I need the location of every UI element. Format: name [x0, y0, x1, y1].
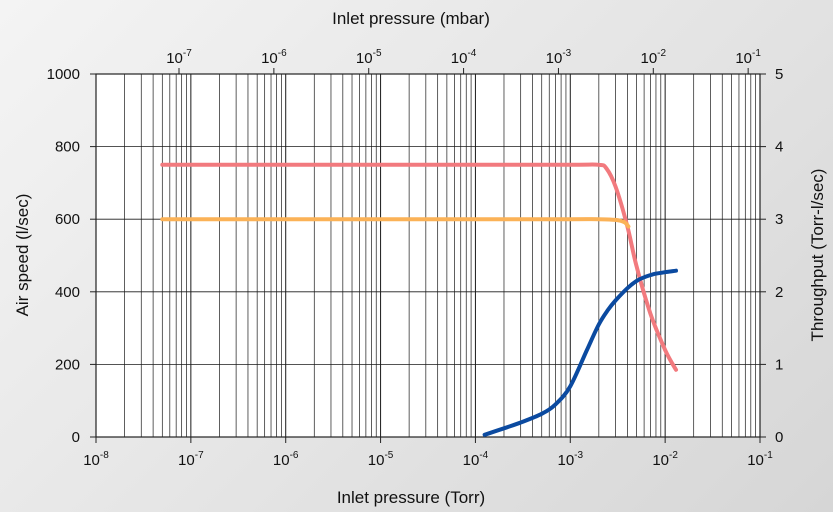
top-axis-title: Inlet pressure (mbar) [332, 9, 490, 28]
series-line-orange [160, 217, 631, 229]
plot-area [96, 74, 760, 437]
y-tick-label: 600 [55, 211, 80, 228]
plot-frame [95, 73, 761, 438]
series-layer [160, 162, 678, 437]
y-tick-label: 200 [55, 356, 80, 373]
x2-tick-label: 10-7 [166, 48, 192, 67]
y2-tick-label: 5 [775, 66, 783, 83]
right-axis-title: Throughput (Torr-l/sec) [808, 169, 827, 342]
x-tick-label: 10-1 [747, 450, 773, 469]
y2-tick-label: 2 [775, 284, 783, 301]
series-line-pink [160, 162, 678, 372]
x-tick-label: 10-2 [652, 450, 678, 469]
y2-tick-label: 4 [775, 139, 783, 156]
left-axis-title: Air speed (l/sec) [13, 194, 32, 317]
x2-tick-label: 10-4 [451, 48, 477, 67]
bottom-axis-title: Inlet pressure (Torr) [337, 488, 485, 507]
x2-tick-label: 10-6 [261, 48, 287, 67]
x-tick-label: 10-4 [463, 450, 489, 469]
y-tick-label: 400 [55, 284, 80, 301]
y2-tick-label: 0 [775, 429, 783, 446]
tick-labels: 10-8 10-7 10-6 10-5 10-4 10-3 10-2 10-1 10-7 10-6… [47, 48, 784, 469]
x-tick-label: 10-5 [368, 450, 394, 469]
x2-tick-label: 10-3 [546, 48, 572, 67]
y2-tick-label: 1 [775, 356, 783, 373]
x-tick-label: 10-7 [178, 450, 204, 469]
y-tick-label: 0 [72, 429, 80, 446]
x2-tick-label: 10-2 [640, 48, 666, 67]
y2-tick-label: 3 [775, 211, 783, 228]
x-tick-label: 10-8 [83, 450, 109, 469]
x2-tick-label: 10-1 [735, 48, 761, 67]
y-tick-label: 800 [55, 139, 80, 156]
y-tick-label: 1000 [47, 66, 80, 83]
series-line-blue [482, 268, 678, 437]
x-tick-label: 10-6 [273, 450, 299, 469]
x-tick-label: 10-3 [557, 450, 583, 469]
grid [95, 73, 760, 438]
x2-tick-label: 10-5 [356, 48, 382, 67]
